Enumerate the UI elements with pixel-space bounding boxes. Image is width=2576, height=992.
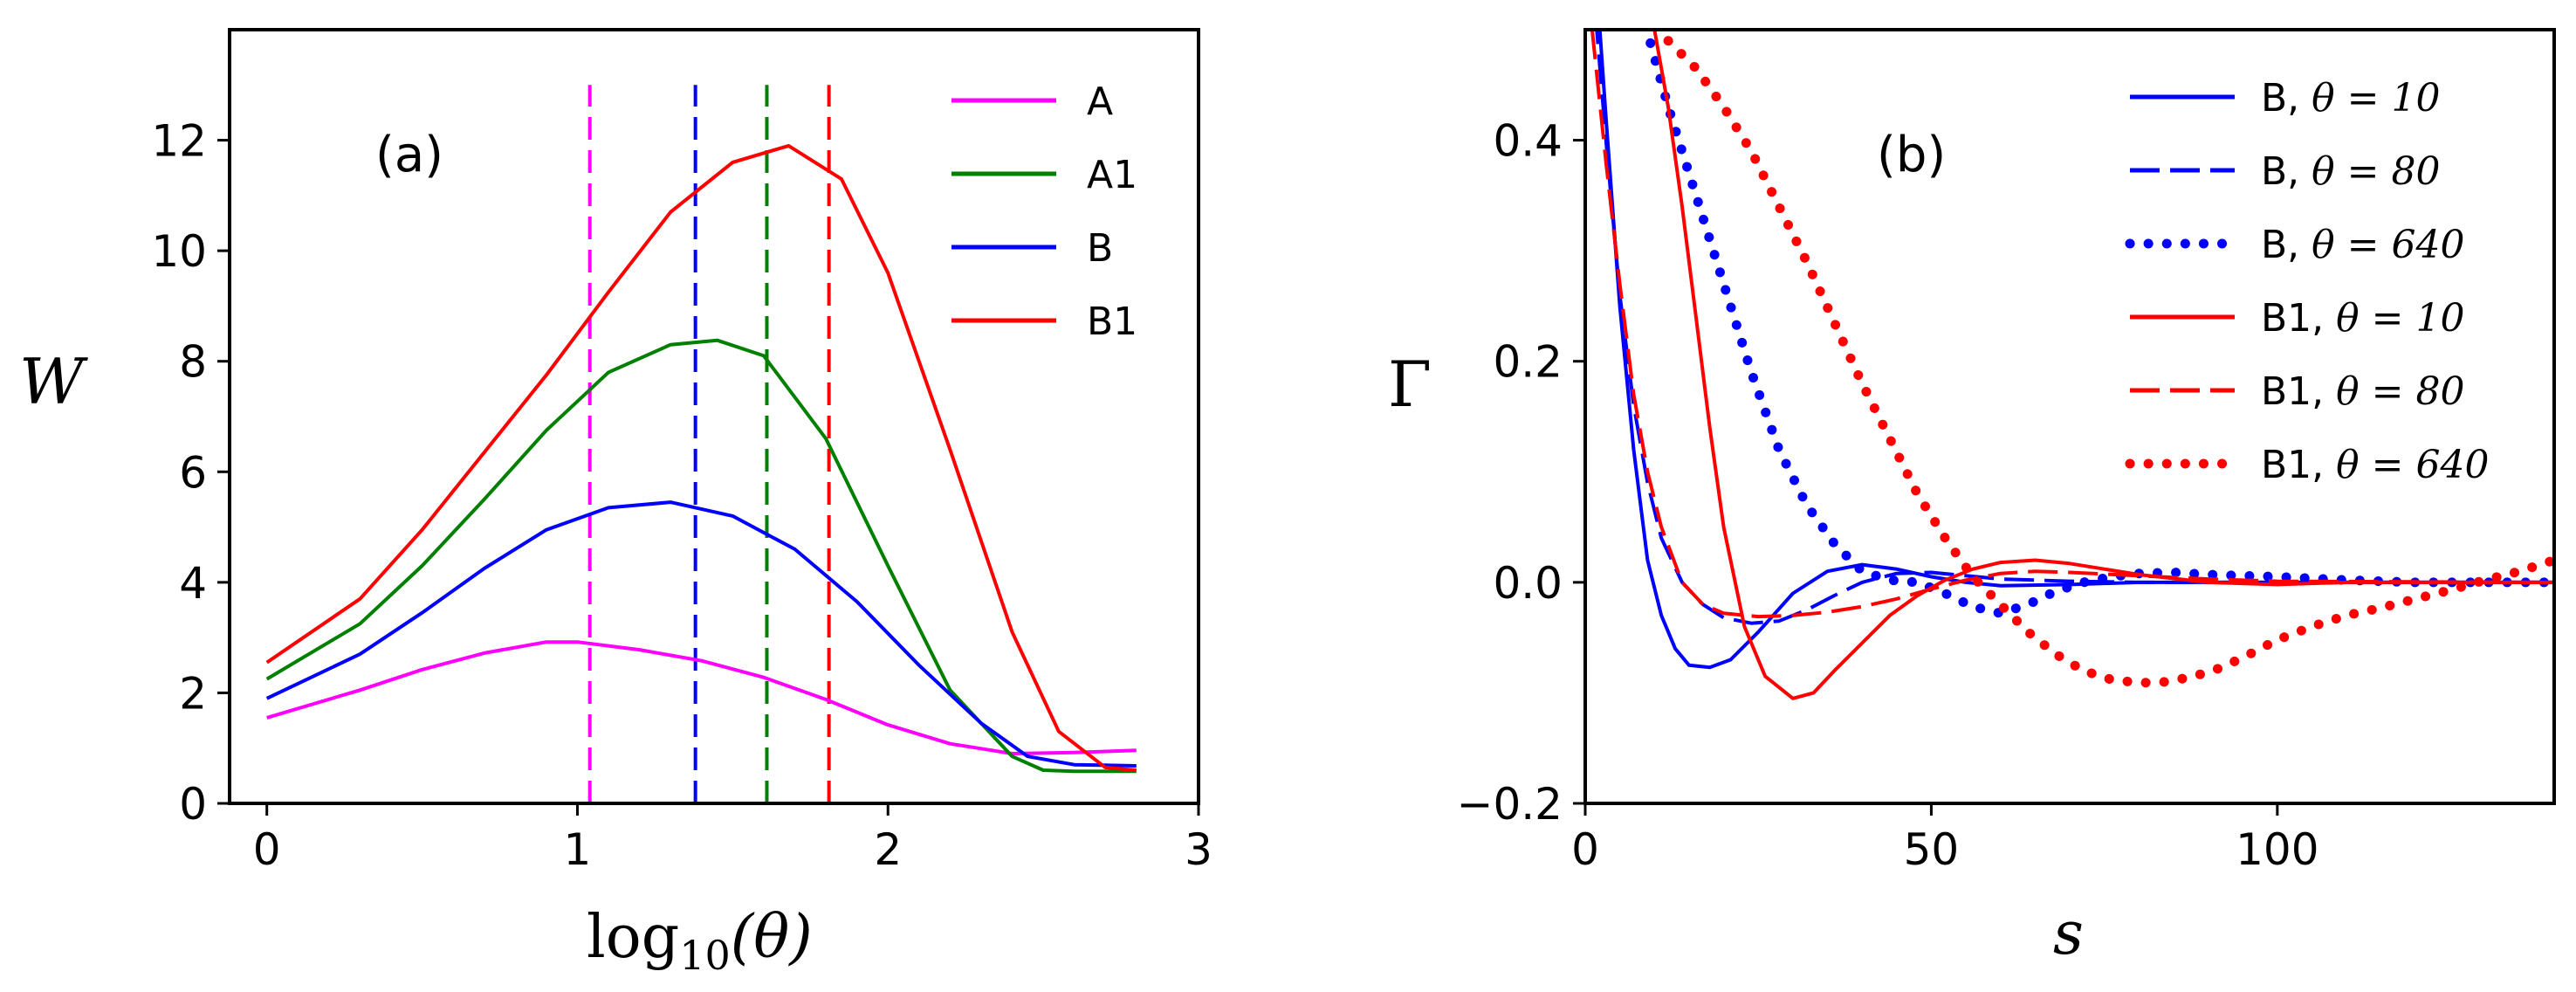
panel-a-ytick-label-1: 2 — [179, 668, 207, 719]
panel-a-legend: A A1 B B1 — [951, 79, 1137, 344]
panel-b-label: (b) — [1877, 127, 1946, 183]
panel-a-xlabel: log10(θ) — [587, 903, 813, 979]
panel-b-series-b-theta-10 — [1597, 30, 2554, 670]
panel-b-legend-label-b1-theta-80: B1, θ = 80 — [2261, 369, 2464, 414]
panel-b-xlabel: s — [2053, 899, 2084, 968]
panel-b-series-b-theta-640 — [1641, 30, 2554, 618]
panel-a-ytick-label-0: 0 — [179, 779, 207, 830]
panel-a-series-b — [265, 500, 1137, 768]
panel-a-ytick-label-2: 4 — [179, 558, 207, 609]
panel-a-ytick-label-4: 8 — [179, 337, 207, 388]
panel-b-ytick-label-3: 0.4 — [1493, 116, 1563, 167]
panel-b-legend-label-b1-theta-640: B1, θ = 640 — [2261, 443, 2489, 487]
panel-a-xtick-label-2: 2 — [874, 824, 902, 875]
panel-b: 0 50 100−0.20.00.20.4 (b) Γ s B, θ = 10B, … — [1388, 28, 2556, 968]
panel-b-ytick-label-0: −0.2 — [1457, 779, 1563, 830]
panel-a-series-a1 — [265, 338, 1137, 774]
panel-a-axes-frame — [228, 28, 1200, 805]
panel-a-legend-label-b1: B1 — [1087, 300, 1137, 344]
panel-a-series-a — [266, 640, 1137, 755]
panel-b-legend: B, θ = 10 B, θ = 80 B, θ = 640 B1, θ = 10 B1… — [2125, 76, 2489, 487]
panel-b-legend-label-b-theta-640: B, θ = 640 — [2261, 223, 2464, 267]
panel-a-xtick-label-1: 1 — [564, 824, 592, 875]
panel-b-series-b1-theta-640 — [1663, 36, 2554, 688]
panel-b-xtick-label-1: 50 — [1904, 824, 1960, 875]
panel-b-legend-label-b-theta-10: B, θ = 10 — [2261, 76, 2441, 121]
panel-b-xtick-label-2: 100 — [2236, 824, 2318, 875]
panel-a-legend-label-a1: A1 — [1087, 153, 1137, 197]
panel-a-xlabel-base: log — [587, 903, 679, 972]
panel-a-ytick-label-5: 10 — [151, 226, 207, 277]
panel-a-legend-label-a: A — [1087, 79, 1113, 124]
panel-a-xlabel-sub: 10 — [679, 932, 731, 979]
panel-a-xtick-label-0: 0 — [253, 824, 281, 875]
panel-b-ytick-label-1: 0.0 — [1493, 558, 1563, 609]
panel-b-xtick-label-0: 0 — [1571, 824, 1599, 875]
panel-b-series-b1-theta-80 — [1590, 30, 2554, 619]
panel-a-ylabel: W — [19, 345, 88, 418]
panel-b-ylabel: Γ — [1388, 348, 1432, 421]
panel-a-xlabel-rest: (θ) — [731, 903, 813, 972]
panel-b-ytick-label-2: 0.2 — [1493, 337, 1563, 388]
panel-a-xtick-label-3: 3 — [1185, 824, 1212, 875]
panel-a-legend-label-b: B — [1087, 226, 1113, 271]
panel-a-label: (a) — [375, 127, 443, 183]
panel-b-series-b1-theta-10 — [1652, 30, 2554, 700]
panel-b-legend-label-b-theta-80: B, θ = 80 — [2261, 149, 2441, 194]
panel-b-axes-frame — [1583, 28, 2556, 805]
panel-a-ytick-label-6: 12 — [151, 116, 207, 167]
panel-b-legend-label-b1-theta-10: B1, θ = 10 — [2261, 296, 2464, 341]
panel-a-series-b1 — [265, 143, 1137, 772]
panel-a-ytick-label-3: 6 — [179, 447, 207, 498]
